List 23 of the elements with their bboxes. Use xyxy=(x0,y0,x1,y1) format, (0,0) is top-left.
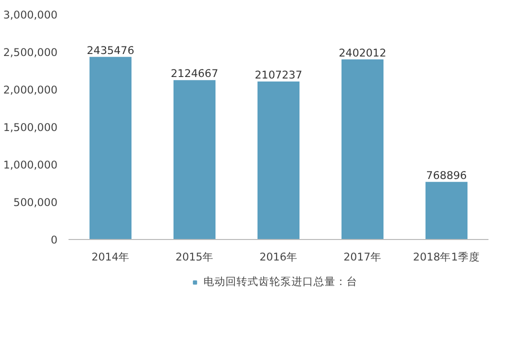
y-tick-label: 1,000,000 xyxy=(3,158,58,172)
y-tick-label: 0 xyxy=(50,234,58,246)
x-tick-label: 2016年 xyxy=(259,250,298,264)
x-tick-label: 2014年 xyxy=(91,250,130,264)
x-tick-label: 2018年1季度 xyxy=(413,250,480,264)
data-label: 2107237 xyxy=(254,68,302,82)
y-tick-label: 500,000 xyxy=(13,196,58,209)
bar xyxy=(174,80,216,240)
data-label: 2402012 xyxy=(338,46,386,60)
bar xyxy=(258,81,300,240)
y-tick-label: 2,500,000 xyxy=(3,46,58,59)
x-tick-label: 2015年 xyxy=(175,250,214,264)
data-label: 768896 xyxy=(426,168,468,182)
data-label: 2124667 xyxy=(170,67,218,80)
y-tick-label: 3,000,000 xyxy=(3,8,58,22)
y-tick-label: 2,000,000 xyxy=(3,84,58,96)
y-tick-label: 1,500,000 xyxy=(3,121,58,134)
data-label: 2435476 xyxy=(86,44,134,57)
legend-label: 电动回转式齿轮泵进口总量：台 xyxy=(204,275,358,289)
bar xyxy=(90,56,132,240)
x-tick-label: 2017年 xyxy=(343,250,382,264)
bar xyxy=(342,59,384,240)
bar xyxy=(426,182,468,240)
